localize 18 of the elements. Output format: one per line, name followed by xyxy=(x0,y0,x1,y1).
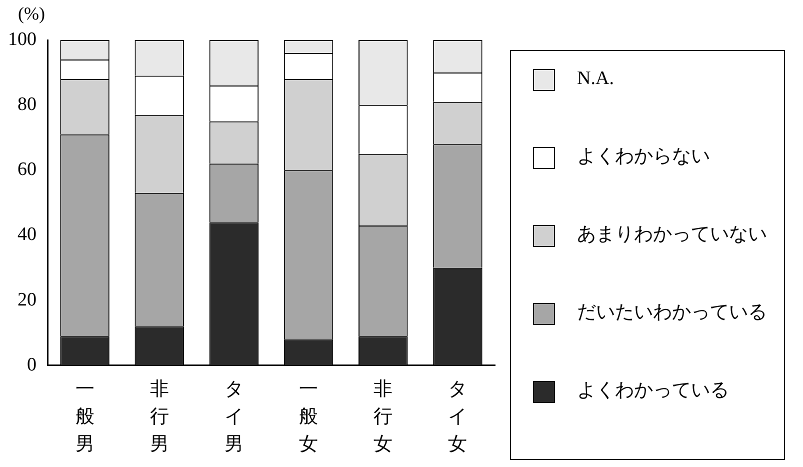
y-tick-label: 60 xyxy=(18,159,36,180)
y-tick-label: 80 xyxy=(18,94,36,116)
legend-label: よくわかっている xyxy=(577,380,729,401)
text: よくわからない xyxy=(577,146,710,167)
x-tick-label: 非行男 xyxy=(150,379,169,456)
y-tick-label: 100 xyxy=(8,28,36,50)
y-tick-label: 40 xyxy=(18,224,36,246)
y-tick-label: 0 xyxy=(27,354,36,376)
y-axis-title: (%) xyxy=(18,4,45,24)
x-tick-label: 一般男 xyxy=(75,379,94,456)
x-tick-label: 一般女 xyxy=(299,379,318,456)
x-tick-label: タイ女 xyxy=(448,379,468,456)
y-tick-label: 20 xyxy=(18,289,36,310)
legend-label: N.A. xyxy=(577,68,614,89)
x-tick-label: タイ男 xyxy=(224,379,244,456)
legend-label: だいたいわかっている xyxy=(577,302,767,323)
legend-label: あまりわかっていない xyxy=(577,224,767,245)
x-tick-label: 非行女 xyxy=(374,379,393,456)
